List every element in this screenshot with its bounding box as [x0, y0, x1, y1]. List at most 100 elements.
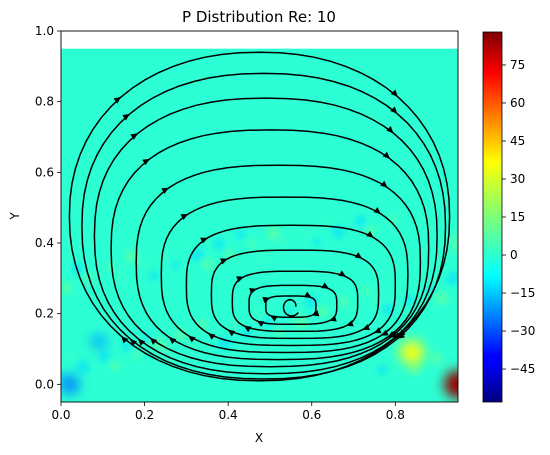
heatmap-speck [61, 281, 73, 294]
streamline-arrow [390, 89, 398, 97]
heatmap-speck [354, 215, 367, 228]
heatmap-speck [445, 271, 458, 286]
streamline-arrow [262, 296, 270, 304]
streamline-arrow [354, 252, 363, 259]
streamline [185, 224, 397, 347]
streamline-arrow [373, 327, 382, 334]
streamline [93, 97, 438, 375]
y-tick-label: 0.0 [35, 377, 54, 391]
heatmap-speck [201, 258, 214, 271]
heatmap-speck [71, 262, 84, 275]
heatmap-speck [323, 218, 332, 227]
y-tick-label: 1.0 [35, 24, 54, 38]
heatmap-speck [148, 270, 159, 281]
heatmap-speck [251, 307, 264, 320]
streamline-arrow [243, 325, 252, 333]
streamline-arrow [381, 329, 389, 336]
x-tick-label: 0.2 [135, 408, 154, 422]
streamlines [68, 51, 451, 382]
heatmap-speck [197, 319, 208, 330]
heatmap-hotspot [61, 374, 80, 395]
colorbar-tick-label: 30 [510, 172, 525, 186]
heatmap-speck [361, 286, 370, 295]
heatmap-speck [98, 350, 111, 363]
y-tick-label: 0.8 [35, 95, 54, 109]
streamline-arrow [380, 180, 388, 188]
heatmap-speck [133, 351, 142, 360]
x-axis-label: X [255, 431, 263, 445]
streamline-arrow [207, 333, 216, 340]
colorbar [482, 31, 503, 403]
y-axis-label: Y [8, 212, 22, 221]
heatmap-speck [300, 227, 311, 238]
heatmap-hotspot [450, 235, 458, 251]
vortex-core [282, 299, 299, 317]
streamline [110, 129, 430, 368]
heatmap-speck [171, 261, 180, 270]
streamline [160, 196, 409, 354]
streamline-arrow [188, 335, 196, 343]
streamline-arrow [236, 276, 244, 283]
heatmap-speck [113, 269, 128, 284]
heatmap-speck [266, 226, 281, 241]
streamline-arrow [387, 331, 396, 338]
heatmap-speck [430, 352, 443, 365]
heatmap-speck [293, 314, 308, 329]
streamline-arrow [138, 338, 146, 346]
heatmap-hotspot [444, 370, 458, 399]
streamline-arrow [386, 126, 394, 134]
colorbar-tick-label: −30 [510, 324, 535, 338]
heatmap-speck [247, 239, 256, 248]
streamline-arrow [161, 187, 169, 194]
heatmap-speck [369, 293, 384, 308]
streamline-arrow [329, 315, 337, 322]
streamline [210, 249, 380, 340]
heatmap-speck [106, 263, 115, 272]
streamline-arrow [321, 282, 330, 289]
heatmap-speck [278, 236, 291, 249]
heatmap-speck [407, 361, 422, 376]
streamline-arrow [366, 230, 374, 238]
pressure-field [61, 48, 458, 402]
streamline [68, 51, 451, 382]
streamline-arrow [113, 96, 122, 104]
colorbar-tick-label: −15 [510, 286, 535, 300]
streamline [135, 164, 422, 361]
heatmap-speck [68, 353, 77, 362]
colorbar-tick-label: 45 [510, 134, 525, 148]
heatmap-speck [190, 247, 205, 262]
x-tick-label: 0.6 [302, 408, 321, 422]
streamline-arrow [149, 337, 158, 345]
heatmap-speck [377, 364, 388, 375]
heatmap-speck [228, 316, 243, 331]
heatmap-hotspots [61, 235, 458, 399]
heatmap-speck [182, 241, 191, 250]
heatmap-speck [339, 296, 350, 307]
streamline-arrow [129, 338, 138, 346]
streamline-arrow [122, 113, 130, 121]
heatmap-speck [381, 303, 394, 316]
heatmap-speck [235, 229, 246, 240]
streamline-arrow [200, 237, 208, 244]
colorbar-tick-label: −45 [510, 362, 535, 376]
x-tick-label: 0.8 [386, 408, 405, 422]
streamline-arrow [249, 288, 257, 295]
chart-title: P Distribution Re: 10 [182, 8, 336, 26]
streamline-arrow [362, 324, 370, 331]
streamline-arrow [220, 258, 228, 265]
heatmap-speck [255, 246, 270, 261]
y-tick-label: 0.2 [35, 307, 54, 321]
colorbar-ticks: −45 −30 −15 0 15 30 45 60 75 [502, 58, 535, 376]
streamline-arrow [346, 320, 354, 327]
heatmap-speck [316, 305, 329, 318]
streamline-arrow [311, 310, 320, 317]
heatmap-speck [75, 359, 90, 374]
streamline-arrow [227, 329, 236, 337]
streamline [81, 72, 447, 380]
heatmap-speck [419, 213, 432, 226]
heatmap-hotspot [400, 340, 425, 365]
heatmap-speck [110, 360, 121, 371]
heatmap-hotspot [90, 333, 107, 350]
